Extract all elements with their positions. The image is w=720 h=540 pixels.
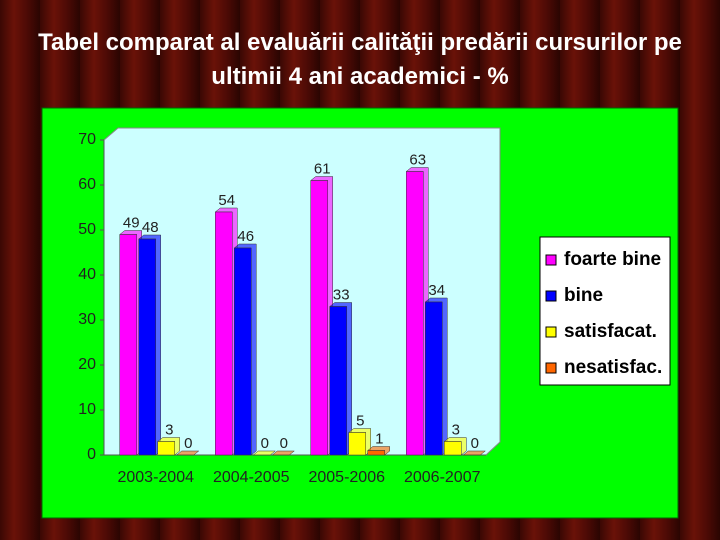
bar xyxy=(310,180,328,456)
legend-swatch xyxy=(545,290,557,302)
bar xyxy=(119,234,137,456)
bar xyxy=(444,441,462,456)
legend-label: bine xyxy=(564,285,603,306)
y-tick-label: 50 xyxy=(78,221,96,238)
bar-side xyxy=(252,450,276,456)
legend-swatch xyxy=(545,326,557,338)
data-label: 49 xyxy=(123,214,140,231)
legend-swatch xyxy=(545,254,557,266)
x-tick-label: 2006-2007 xyxy=(404,469,481,486)
bar-side xyxy=(176,450,200,456)
bar xyxy=(215,211,233,456)
y-tick-label: 30 xyxy=(78,311,96,328)
y-tick-label: 10 xyxy=(78,401,96,418)
bar xyxy=(138,238,156,456)
bar-side xyxy=(462,450,486,456)
data-label: 0 xyxy=(261,435,269,452)
data-label: 48 xyxy=(142,219,159,236)
y-tick-label: 20 xyxy=(78,356,96,373)
bar xyxy=(157,441,175,456)
bar xyxy=(367,450,385,456)
data-label: 46 xyxy=(237,228,254,245)
data-label: 61 xyxy=(314,160,331,177)
legend-label: foarte bine xyxy=(564,249,661,270)
x-tick-label: 2003-2004 xyxy=(117,469,194,486)
data-label: 0 xyxy=(280,435,288,452)
x-tick-label: 2004-2005 xyxy=(213,469,290,486)
data-label: 3 xyxy=(165,421,173,438)
data-label: 0 xyxy=(471,435,479,452)
bar xyxy=(348,432,366,456)
legend-box xyxy=(539,236,671,386)
data-label: 0 xyxy=(184,435,192,452)
data-label: 5 xyxy=(356,412,364,429)
bar-side xyxy=(271,450,295,456)
data-label: 63 xyxy=(409,151,426,168)
bar xyxy=(329,306,347,456)
legend-label: satisfacat. xyxy=(564,321,657,342)
x-tick-label: 2005-2006 xyxy=(308,469,385,486)
legend-label: nesatisfac. xyxy=(564,357,662,378)
y-tick-label: 0 xyxy=(87,446,96,463)
data-label: 34 xyxy=(428,282,445,299)
y-tick-label: 60 xyxy=(78,176,96,193)
y-tick-label: 70 xyxy=(78,131,96,148)
chart-title: Tabel comparat al evaluării calităţii pr… xyxy=(38,29,682,90)
data-label: 54 xyxy=(218,192,235,209)
data-label: 1 xyxy=(375,430,383,447)
y-tick-label: 40 xyxy=(78,266,96,283)
bar xyxy=(234,247,252,456)
bar xyxy=(406,171,424,456)
legend-swatch xyxy=(545,362,557,374)
data-label: 33 xyxy=(333,286,350,303)
bar xyxy=(425,301,443,456)
data-label: 3 xyxy=(452,421,460,438)
